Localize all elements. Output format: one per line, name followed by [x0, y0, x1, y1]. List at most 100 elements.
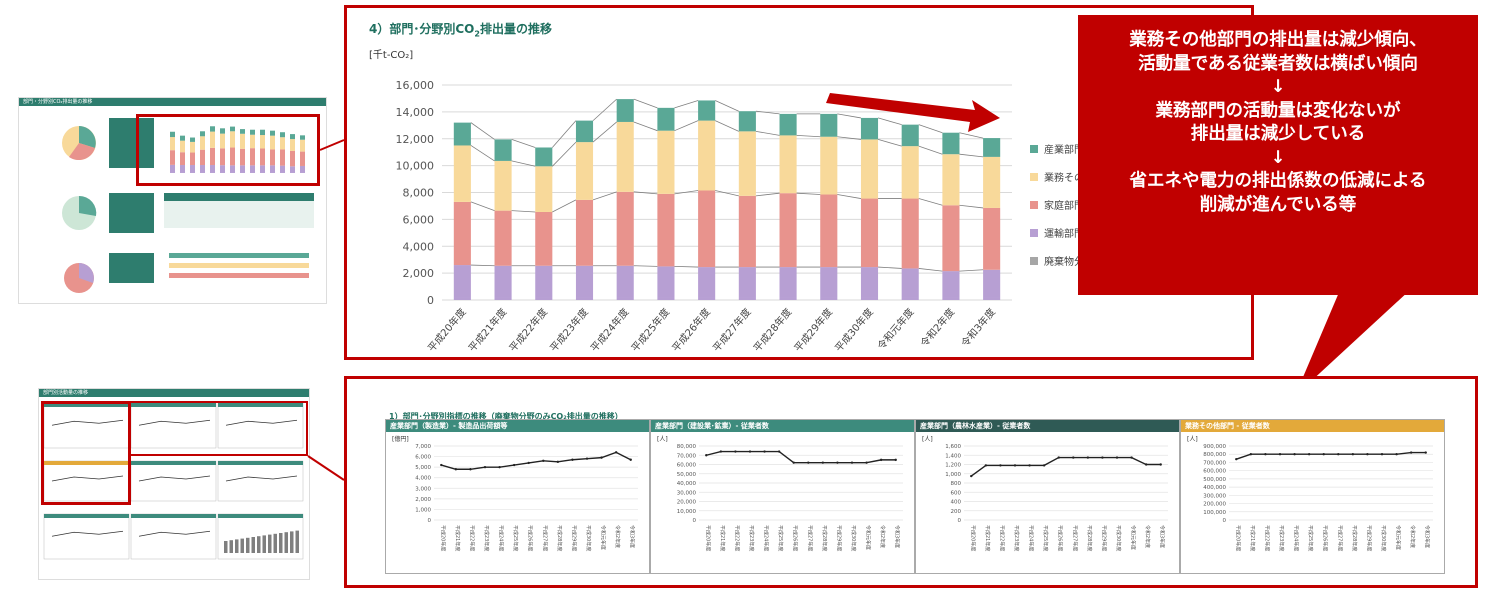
mini-point	[1395, 453, 1398, 456]
main-ytick-label: 4,000	[403, 240, 435, 253]
mini-point	[1249, 453, 1253, 456]
thumb-bar-segment	[210, 165, 215, 173]
main-series-line	[470, 264, 495, 267]
thumb-bar-segment	[250, 129, 255, 135]
mini-point	[1144, 463, 1148, 466]
thumb-table-4-head	[164, 193, 314, 201]
thumb-bar-segment	[170, 137, 175, 151]
thumbnail-bottom-graphics	[43, 402, 304, 560]
main-bar-segment	[535, 297, 553, 300]
main-bar-segment	[535, 211, 553, 266]
thumb-bar-segment	[210, 147, 215, 166]
mini-chart-3-svg: 0 200 400 600 800 1,000 1,200 1,400 1,600 平成20年度 平…	[945, 444, 1168, 551]
thumbnail-top-graphics	[62, 118, 314, 293]
mini-ytick-label: 200	[951, 509, 962, 515]
mini-point	[970, 474, 973, 478]
thumb-bar-segment	[200, 149, 205, 166]
thumbnail-top-title: 部門・分野別CO₂排出量の推移	[23, 99, 93, 105]
mini-point	[585, 457, 589, 460]
main-bar-segment	[698, 297, 716, 300]
mini-xtick-label: 令和2年度	[879, 525, 886, 548]
mini-series-line	[706, 450, 896, 464]
main-bar-segment	[494, 139, 512, 161]
main-bar-segment	[616, 297, 634, 300]
thumb-mini-head	[131, 403, 216, 407]
mini-ytick-label: 40,000	[677, 481, 697, 487]
main-series-line	[837, 113, 862, 119]
mini-xtick-label: 平成22年度	[1263, 525, 1270, 551]
mini-ytick-label: 0	[693, 518, 697, 524]
mini-chart-4-header: 業務その他部門 - 従業者数	[1181, 420, 1444, 432]
mini-point	[1424, 451, 1427, 454]
mini-ytick-label: 50,000	[677, 472, 697, 478]
main-bar-segment	[901, 198, 919, 269]
mini-point	[1337, 453, 1340, 456]
mini-xtick-label: 平成21年度	[719, 525, 726, 551]
main-bar-segment	[616, 99, 634, 122]
main-series-line	[552, 199, 577, 213]
mini-ytick-label: 200,000	[1203, 502, 1226, 508]
mini-point	[542, 459, 545, 462]
main-bar-segment	[942, 154, 960, 206]
main-bar-segment	[698, 267, 716, 298]
main-bar-segment	[820, 113, 838, 137]
mini-xtick-label: 平成22年度	[733, 525, 740, 551]
thumb-bar-band-3	[169, 273, 309, 278]
mini-xtick-label: 令和3年度	[629, 525, 636, 548]
mini-xtick-label: 平成24年度	[1028, 525, 1035, 551]
mini-point	[1307, 453, 1311, 456]
mini-point	[483, 465, 487, 469]
main-series-line	[918, 145, 943, 155]
main-series-line	[918, 198, 943, 206]
main-bar-segment	[453, 201, 471, 266]
main-series-line	[633, 265, 658, 267]
main-bar-segment	[494, 210, 512, 266]
mini-chart-4: 業務その他部門 - 従業者数 [人] 0 100,000 200,000 300,00…	[1180, 419, 1445, 574]
mini-xtick-label: 平成22年度	[998, 525, 1005, 551]
mini-xtick-label: 平成29年度	[570, 525, 577, 551]
mini-xtick-label: 令和2年度	[1144, 525, 1151, 548]
mini-xtick-label: 平成29年度	[835, 525, 842, 551]
thumb-table-2	[109, 193, 154, 233]
thumb-pie-1-slice2	[69, 143, 95, 161]
main-bar-segment	[820, 297, 838, 300]
mini-ytick-label: 300,000	[1203, 493, 1226, 499]
main-series-line	[470, 145, 495, 162]
main-series-line	[511, 210, 536, 213]
thumb-mini-bar	[251, 537, 255, 553]
mini-point	[1042, 464, 1046, 467]
mini-point	[1351, 453, 1355, 456]
thumb-bar-segment	[260, 129, 265, 136]
main-bar-segment	[779, 135, 797, 194]
callout-tail	[1295, 290, 1410, 396]
thumb-mini-head	[44, 514, 129, 518]
thumb-bar-segment	[240, 133, 245, 149]
main-bar-segment	[738, 267, 756, 298]
main-chart-title-sub: 2	[474, 29, 480, 39]
main-series-line	[878, 266, 902, 269]
main-series-line	[633, 191, 658, 195]
main-series-line	[918, 124, 943, 134]
thumbnail-bottom-header: 部門別活動量の推移	[39, 389, 309, 397]
mini-xtick-label: 令和3年度	[894, 525, 901, 548]
mini-point	[894, 458, 897, 462]
main-ytick-label: 16,000	[396, 79, 435, 92]
thumb-bar-segment	[200, 131, 205, 137]
mini-point	[1115, 456, 1119, 459]
main-ytick-label: 8,000	[403, 187, 435, 200]
mini-xtick-label: 平成21年度	[984, 525, 991, 551]
mini-ytick-label: 1,000	[415, 507, 431, 513]
mini-ytick-label: 6,000	[415, 455, 431, 461]
mini-ytick-label: 400	[951, 500, 962, 506]
thumbnail-bottom-title: 部門別活動量の推移	[43, 390, 89, 396]
mini-chart-2-svg: 0 10,000 20,000 30,000 40,000 50,000 60,000 70,…	[677, 444, 903, 551]
mini-ytick-label: 3,000	[415, 486, 431, 492]
mini-xtick-label: 平成23年度	[483, 525, 490, 551]
callout-line-2: 活動量である従業者数は横ばい傾向	[1138, 53, 1418, 74]
thumb-mini-line	[51, 475, 124, 482]
main-bar-segment	[820, 194, 838, 268]
mini-xtick-label: 令和元年度	[1130, 525, 1137, 550]
main-bar-segment	[657, 107, 675, 131]
main-bar-segment	[983, 269, 1001, 298]
thumb-bar-segment	[220, 148, 225, 166]
